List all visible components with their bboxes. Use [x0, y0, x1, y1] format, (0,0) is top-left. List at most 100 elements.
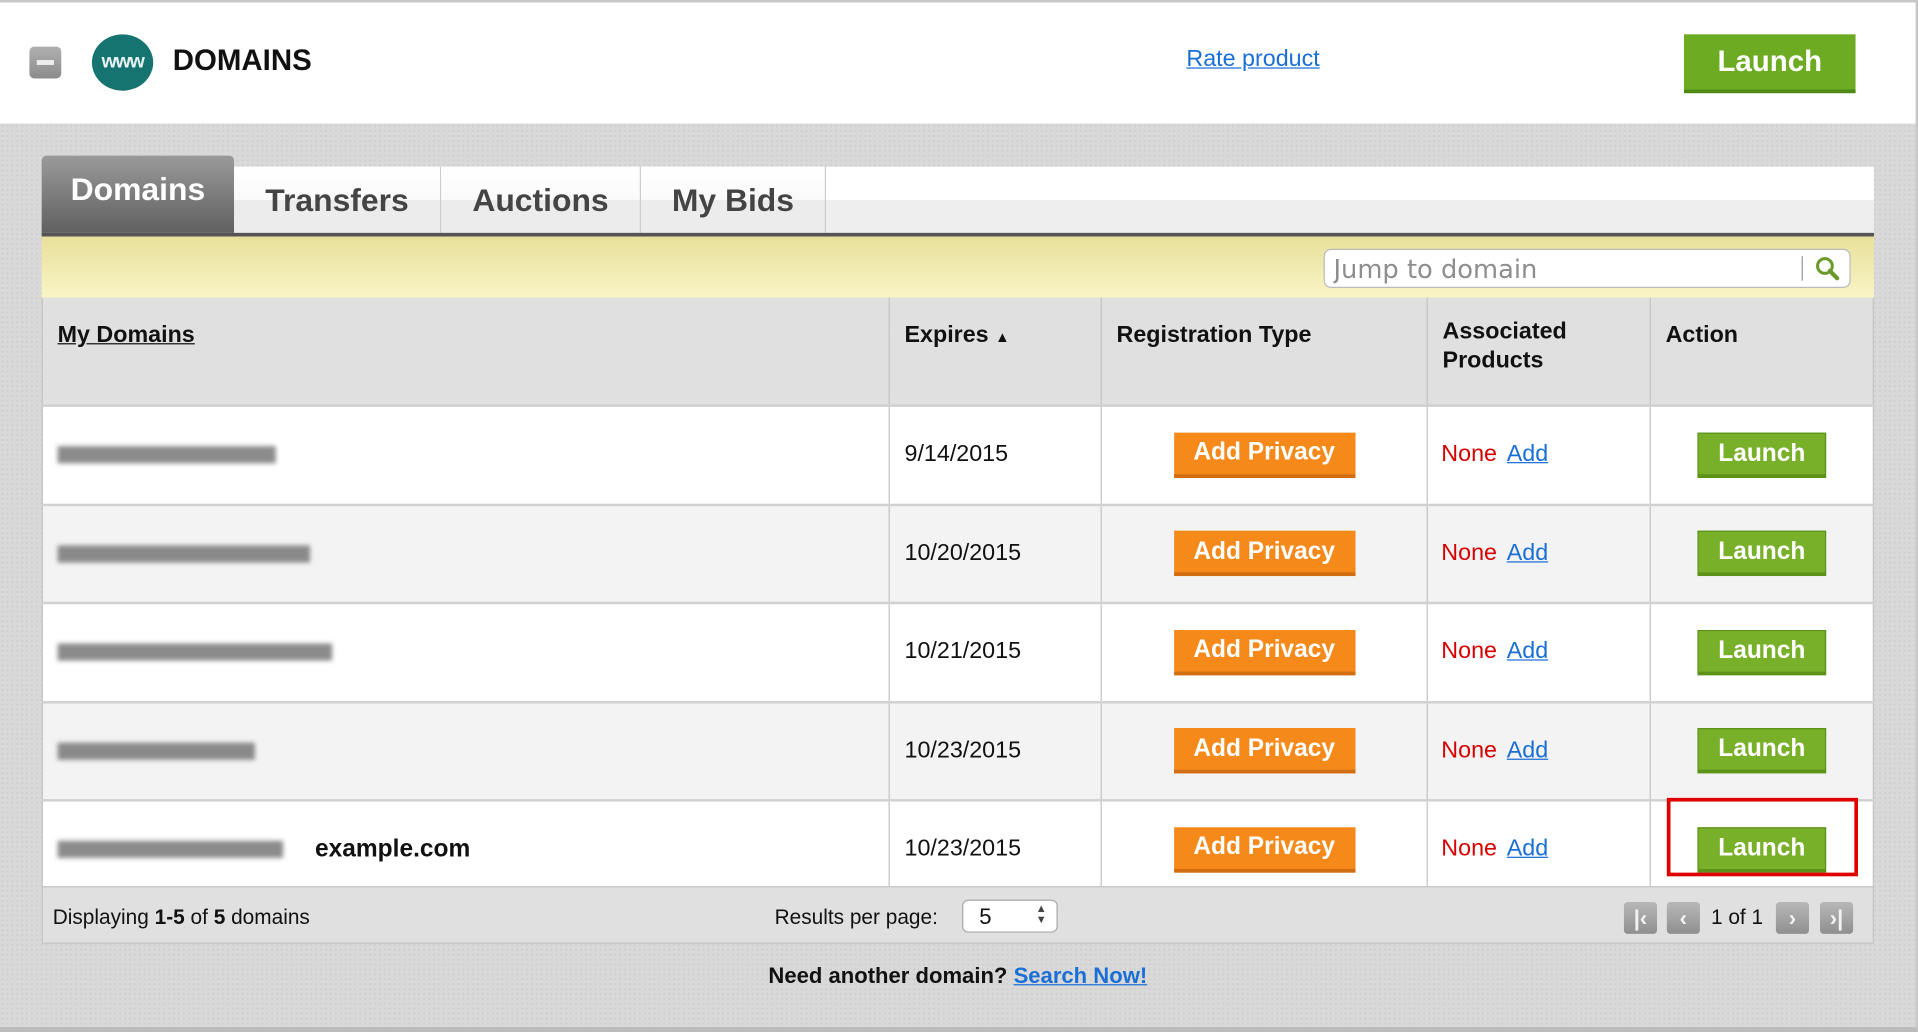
domain-label: example.com: [314, 835, 471, 863]
display-total: 5: [213, 905, 226, 930]
column-expires[interactable]: Expires: [904, 322, 989, 349]
display-range: 1-5: [154, 905, 185, 930]
display-suffix: domains: [225, 905, 310, 930]
tab-auctions[interactable]: Auctions: [441, 166, 641, 233]
column-registration-type: Registration Type: [1116, 322, 1312, 349]
registration-cell: Add Privacy: [1100, 503, 1428, 603]
tab-my-bids[interactable]: My Bids: [640, 166, 827, 233]
add-privacy-button[interactable]: Add Privacy: [1173, 728, 1355, 774]
search-divider: [1801, 256, 1803, 281]
table-footer: Displaying 1-5 of 5 domains Results per …: [41, 886, 1874, 944]
blurred-domain-name[interactable]: [57, 841, 284, 859]
results-per-page-value: 5: [979, 904, 992, 930]
add-product-link[interactable]: Add: [1506, 836, 1549, 862]
products-cell: None Add: [1426, 404, 1651, 505]
header: [0, 0, 1918, 127]
table-row: 9/14/2015 Add Privacy None Add Launch: [41, 404, 1874, 505]
action-cell: Launch: [1649, 503, 1874, 603]
column-action: Action: [1665, 322, 1739, 349]
tab-divider: [41, 232, 1874, 237]
column-associated-products: Associated Products: [1442, 318, 1567, 374]
registration-cell: Add Privacy: [1100, 700, 1428, 801]
add-product-link[interactable]: Add: [1506, 638, 1549, 665]
domain-cell: [41, 404, 890, 505]
jump-to-domain-search: [1323, 248, 1851, 289]
registration-cell: Add Privacy: [1100, 601, 1428, 702]
products-cell: None Add: [1426, 601, 1651, 702]
add-privacy-button[interactable]: Add Privacy: [1173, 826, 1355, 873]
products-none: None: [1441, 441, 1497, 468]
table-header-row: My Domains Expires ▲ Registration Type A…: [41, 297, 1874, 406]
sort-ascending-icon: ▲: [995, 328, 1010, 346]
need-another-domain: Need another domain? Search Now!: [0, 963, 1916, 989]
display-count: Displaying 1-5 of 5 domains: [53, 906, 310, 931]
add-privacy-button[interactable]: Add Privacy: [1173, 629, 1355, 675]
results-per-page-select[interactable]: 5 ▲ ▼: [962, 899, 1058, 933]
table-row: example.com 10/23/2015 Add Privacy None Add L…: [41, 799, 1874, 898]
products-cell: None Add: [1426, 700, 1651, 801]
expires-cell: 10/23/2015: [888, 799, 1102, 898]
domain-cell: [41, 601, 890, 702]
collapse-minus-icon[interactable]: [29, 46, 62, 79]
expires-cell: 10/20/2015: [888, 503, 1102, 603]
launch-button[interactable]: Launch: [1697, 432, 1827, 478]
prev-page-button[interactable]: ‹: [1666, 902, 1700, 934]
column-my-domains-sort[interactable]: My Domains: [57, 322, 195, 349]
action-cell: Launch: [1649, 799, 1874, 898]
www-globe-logo-icon: www: [91, 34, 154, 91]
jump-to-domain-input[interactable]: [1331, 253, 1802, 286]
expires-cell: 9/14/2015: [888, 404, 1102, 505]
add-product-link[interactable]: Add: [1506, 441, 1549, 468]
products-cell: None Add: [1426, 799, 1651, 898]
blurred-domain-name[interactable]: [57, 545, 311, 563]
domain-cell: [41, 700, 890, 801]
page-info: 1 of 1: [1710, 905, 1764, 930]
blurred-domain-name[interactable]: [57, 742, 255, 760]
first-page-button[interactable]: |‹: [1623, 902, 1658, 934]
table-row: 10/23/2015 Add Privacy None Add Launch: [41, 700, 1874, 801]
products-cell: None Add: [1426, 503, 1651, 603]
products-none: None: [1441, 540, 1497, 566]
launch-button[interactable]: Launch: [1697, 530, 1827, 577]
need-another-domain-text: Need another domain?: [768, 963, 1008, 988]
table-row: 10/20/2015 Add Privacy None Add Launch: [41, 503, 1874, 603]
results-per-page-label: Results per page:: [774, 905, 938, 930]
action-cell: Launch: [1649, 601, 1874, 702]
display-of: of: [184, 905, 214, 930]
page-title: DOMAINS: [172, 44, 312, 78]
select-arrows-icon: ▲ ▼: [1035, 902, 1047, 926]
launch-button[interactable]: Launch: [1697, 629, 1827, 675]
domain-cell: [41, 503, 890, 603]
launch-button[interactable]: Launch: [1697, 728, 1827, 774]
next-page-button[interactable]: ›: [1775, 902, 1809, 934]
products-none: None: [1441, 638, 1497, 665]
search-icon[interactable]: [1813, 255, 1842, 284]
tab-domains[interactable]: Domains: [41, 155, 235, 233]
add-product-link[interactable]: Add: [1506, 540, 1549, 566]
tab-transfers[interactable]: Transfers: [234, 166, 442, 233]
add-product-link[interactable]: Add: [1506, 737, 1549, 764]
action-cell: Launch: [1649, 404, 1874, 505]
domain-cell: example.com: [41, 799, 890, 898]
blurred-domain-name[interactable]: [57, 446, 276, 464]
launch-button[interactable]: Launch: [1697, 826, 1827, 873]
products-none: None: [1441, 836, 1497, 862]
expires-cell: 10/21/2015: [888, 601, 1102, 702]
table-row: 10/21/2015 Add Privacy None Add Launch: [41, 601, 1874, 702]
registration-cell: Add Privacy: [1100, 799, 1428, 898]
action-cell: Launch: [1649, 700, 1874, 801]
expires-cell: 10/23/2015: [888, 700, 1102, 801]
registration-cell: Add Privacy: [1100, 404, 1428, 505]
rate-product-link[interactable]: Rate product: [1186, 46, 1320, 73]
products-none: None: [1441, 737, 1497, 764]
header-launch-button[interactable]: Launch: [1683, 34, 1856, 94]
blurred-domain-name[interactable]: [57, 643, 333, 661]
search-now-link[interactable]: Search Now!: [1013, 963, 1148, 988]
display-prefix: Displaying: [52, 905, 155, 930]
add-privacy-button[interactable]: Add Privacy: [1173, 530, 1355, 577]
domains-table: My Domains Expires ▲ Registration Type A…: [41, 297, 1874, 898]
highlight-box: [1666, 797, 1859, 877]
last-page-button[interactable]: ›|: [1820, 902, 1854, 934]
add-privacy-button[interactable]: Add Privacy: [1173, 432, 1355, 478]
